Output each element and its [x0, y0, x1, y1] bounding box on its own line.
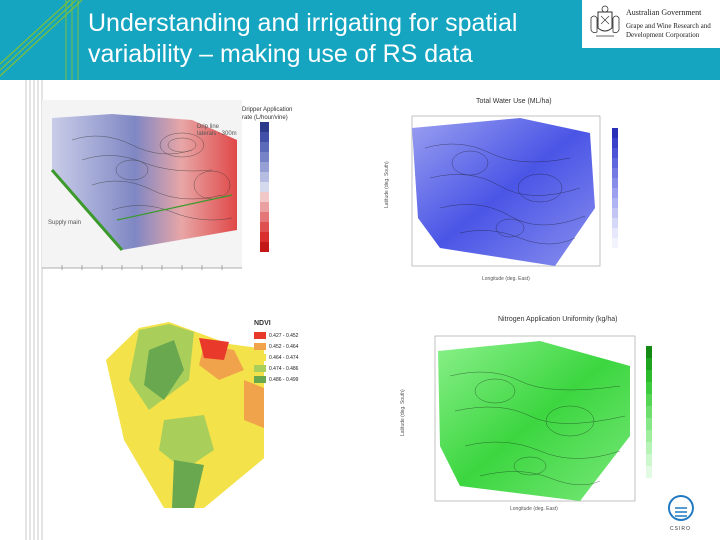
supply-main-annotation: Supply main	[48, 220, 82, 226]
grey-vertical-lines	[25, 80, 43, 540]
nitrogen-title: Nitrogen Application Uniformity (kg/ha)	[498, 316, 618, 323]
nitrogen-plot-frame	[434, 335, 636, 502]
dripper-title-line1: Dripper Application	[242, 107, 293, 113]
ndvi-zone-7	[244, 380, 269, 430]
water-use-map	[411, 115, 618, 267]
government-logo: Australian Government Grape and Wine Res…	[582, 0, 720, 48]
dripper-title: Dripper Application rate (L/hour/vine)	[242, 106, 292, 122]
water-use-panel: Total Water Use (ML/ha)	[380, 98, 640, 288]
drip-lateral-line	[116, 194, 233, 221]
ndvi-zone-6	[172, 460, 204, 508]
nitrogen-surface	[438, 341, 630, 501]
dripline-annotation-line1: Drip line	[197, 124, 220, 130]
dripper-ticks	[42, 265, 242, 270]
nitrogen-color-scale	[646, 346, 652, 478]
water-ylabel: Latitude (deg. South)	[384, 161, 390, 208]
water-use-title: Total Water Use (ML/ha)	[476, 98, 552, 105]
nitrogen-map	[434, 335, 652, 502]
nitrogen-panel: Nitrogen Application Uniformity (kg/ha)	[380, 316, 670, 516]
ndvi-title: NDVI	[254, 320, 271, 327]
ndvi-panel	[94, 320, 334, 510]
green-vertical-lines	[65, 0, 79, 80]
water-xlabel: Longitude (deg. East)	[482, 276, 530, 282]
slide-title: Understanding and irrigating for spatial…	[88, 8, 578, 70]
csiro-logo-text: CSIRO	[670, 526, 691, 532]
slide-title-line2: variability – making use of RS data	[88, 40, 473, 68]
ndvi-map	[106, 322, 274, 508]
nitrogen-xlabel: Longitude (deg. East)	[510, 506, 558, 512]
ndvi-legend-label: 0.474 - 0.486	[269, 365, 299, 372]
dripper-panel: Dripper Application rate (L/hour/vine) D…	[42, 100, 312, 270]
ndvi-legend-row: 0.474 - 0.486	[254, 363, 314, 374]
logo-org-line2: Development Corporation	[626, 31, 700, 39]
ndvi-legend-row: 0.427 - 0.452	[254, 330, 314, 341]
header-band: Understanding and irrigating for spatial…	[0, 0, 720, 80]
water-plot-frame	[411, 115, 601, 267]
logo-org-line1: Grape and Wine Research and	[626, 22, 711, 30]
ndvi-legend-label: 0.452 - 0.464	[269, 343, 299, 350]
dripper-color-scale	[260, 122, 269, 252]
water-color-scale	[612, 128, 618, 248]
nitrogen-contours	[449, 371, 626, 486]
ndvi-legend-label: 0.486 - 0.499	[269, 376, 299, 383]
ndvi-legend-row: 0.464 - 0.474	[254, 352, 314, 363]
ndvi-legend-row: 0.486 - 0.499	[254, 374, 314, 385]
dripper-surface	[52, 114, 237, 250]
logo-gov-text: Australian Government	[626, 8, 702, 17]
ndvi-swatch	[254, 343, 266, 350]
water-surface	[412, 118, 595, 266]
dripline-annotation-line2: laterals - 300m	[197, 131, 237, 137]
slide-title-line1: Understanding and irrigating for spatial	[88, 9, 518, 37]
ndvi-legend-label: 0.464 - 0.474	[269, 354, 299, 361]
ndvi-zone-4	[199, 338, 229, 360]
dripper-map	[42, 100, 269, 270]
water-contours	[424, 143, 586, 245]
ndvi-swatch	[254, 376, 266, 383]
green-diagonal-lines	[0, 0, 83, 77]
ndvi-swatch	[254, 332, 266, 339]
csiro-logo-icon	[667, 495, 694, 521]
ndvi-legend-label: 0.427 - 0.452	[269, 332, 299, 339]
ndvi-legend: 0.427 - 0.452 0.452 - 0.464 0.464 - 0.47…	[254, 330, 314, 385]
ndvi-zone-5	[159, 415, 214, 470]
ndvi-legend-row: 0.452 - 0.464	[254, 341, 314, 352]
ndvi-swatch	[254, 354, 266, 361]
dripper-title-line2: rate (L/hour/vine)	[242, 115, 288, 121]
ndvi-zone-2	[144, 340, 184, 400]
ndvi-swatch	[254, 365, 266, 372]
logo-org-text: Grape and Wine Research and Development …	[626, 22, 711, 40]
supply-main-line	[50, 169, 124, 251]
coat-of-arms-icon	[590, 5, 620, 37]
nitrogen-ylabel: Latitude (deg. South)	[400, 389, 406, 436]
dripline-annotation: Drip line laterals - 300m	[197, 124, 237, 138]
dripper-contours	[71, 132, 233, 221]
